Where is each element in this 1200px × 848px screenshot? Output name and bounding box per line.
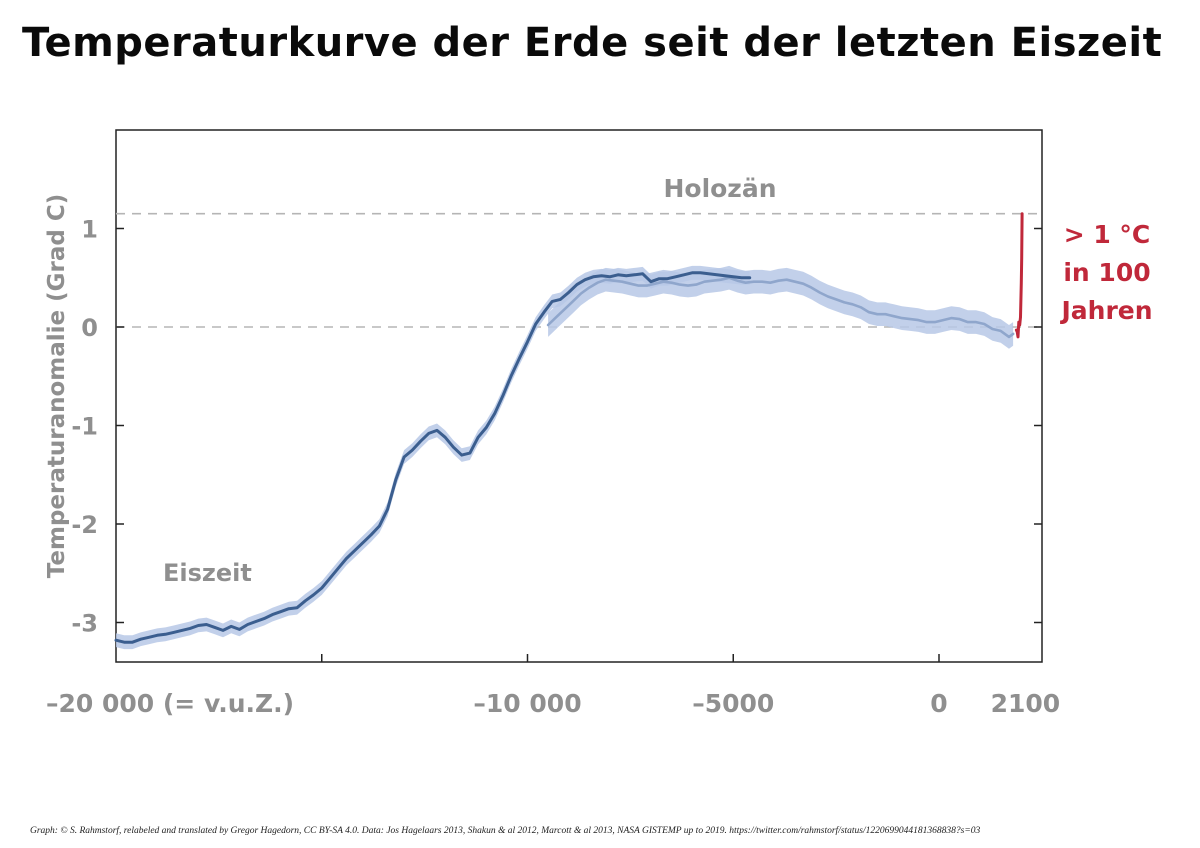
x-tick-label-0: –20 000 (= v.u.Z.) xyxy=(46,689,294,718)
x-tick-label-2: –10 000 xyxy=(473,689,581,718)
x-tick-label-4: 0 xyxy=(930,689,947,718)
x-axis: –20 000 (= v.u.Z.) –10 000 –5000 0 2100 xyxy=(46,654,1060,718)
y-tick-label-0: 1 xyxy=(81,216,98,244)
plot-frame xyxy=(115,129,1043,663)
annotation-holozaen: Holozän xyxy=(663,174,776,203)
series-lines xyxy=(114,212,1024,644)
y-axis-label: Temperaturanomalie (Grad C) xyxy=(44,194,70,579)
series-line-marcott xyxy=(546,276,1015,339)
y-tick-label-1: 0 xyxy=(81,314,98,342)
modern-label-line-1: in 100 xyxy=(1063,258,1150,287)
x-tick-label-5: 2100 xyxy=(991,689,1061,718)
y-tick-label-2: -1 xyxy=(71,413,98,441)
reference-lines xyxy=(116,212,1042,328)
band-shakun xyxy=(116,265,750,650)
band-marcott xyxy=(548,265,1014,349)
modern-label-line-2: Jahren xyxy=(1059,296,1152,325)
series-line-gistemp xyxy=(1014,212,1024,339)
series-line-shakun xyxy=(114,271,752,644)
annotation-eiszeit: Eiszeit xyxy=(163,559,252,587)
page-title: Temperaturkurve der Erde seit der letzte… xyxy=(22,20,1163,66)
y-axis: 1 0 -1 -2 -3 xyxy=(71,216,1042,638)
y-tick-label-3: -2 xyxy=(71,511,98,539)
y-tick-label-4: -3 xyxy=(71,610,98,638)
x-tick-label-3: –5000 xyxy=(692,689,774,718)
modern-warming-label: > 1 °C in 100 Jahren xyxy=(1059,220,1152,325)
modern-label-line-0: > 1 °C xyxy=(1064,220,1151,249)
uncertainty-bands xyxy=(116,265,1014,650)
source-credit: Graph: © S. Rahmstorf, relabeled and tra… xyxy=(30,826,981,836)
